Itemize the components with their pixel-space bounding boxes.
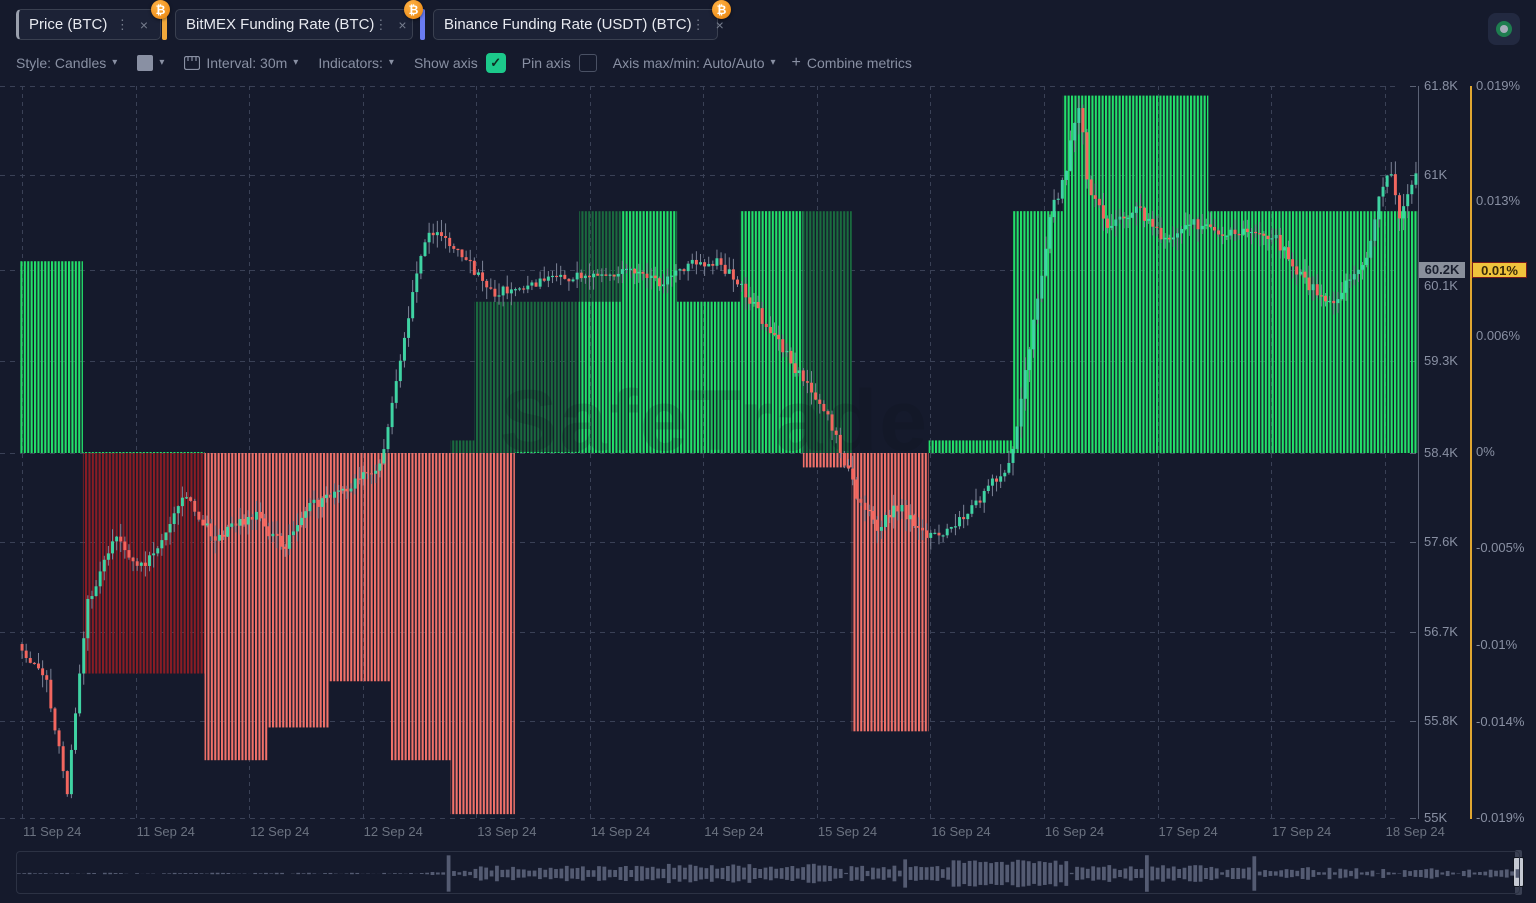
svg-text:SafeTrade: SafeTrade bbox=[500, 373, 929, 469]
